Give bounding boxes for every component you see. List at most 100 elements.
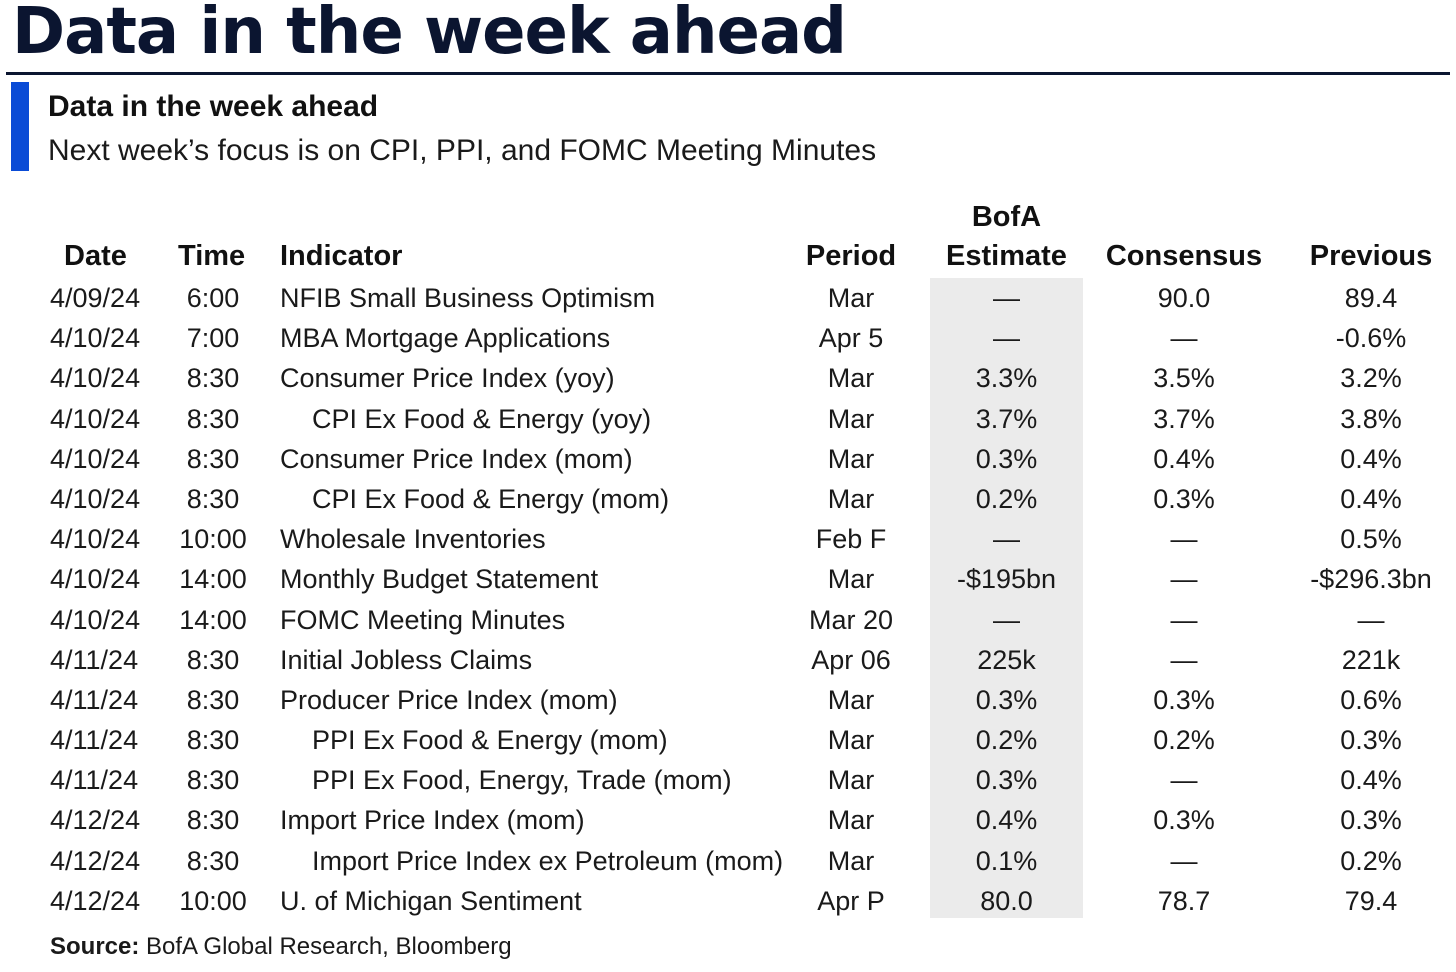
cell-time: 10:00	[179, 885, 247, 916]
section-caption: Next week’s focus is on CPI, PPI, and FO…	[48, 134, 877, 167]
cell-date: 4/09/24	[50, 283, 141, 313]
cell-estimate: 3.7%	[975, 403, 1038, 434]
cell-date: 4/10/24	[50, 403, 141, 434]
source-note: Source: BofA Global Research, Bloomberg	[50, 930, 512, 964]
cell-indicator: Import Price Index ex Petroleum (mom)	[312, 845, 784, 876]
cell-period: Apr 06	[811, 644, 891, 675]
cell-indicator: PPI Ex Food & Energy (mom)	[312, 725, 668, 756]
cell-period: Mar	[827, 363, 875, 394]
cell-time: 8:30	[186, 805, 240, 836]
cell-period: Mar	[827, 564, 875, 595]
cell-consensus: 3.5%	[1153, 363, 1215, 394]
cell-date: 4/10/24	[50, 443, 141, 474]
cell-time: 14:00	[179, 604, 247, 635]
table-row: 4/09/24 6:00 NFIB Small Business Optimism M…	[0, 278, 1456, 318]
source-text: BofA Global Research, Bloomberg	[146, 933, 512, 960]
column-header-previous: Previous	[1309, 240, 1433, 272]
cell-period: Mar	[827, 805, 875, 836]
cell-time: 8:30	[186, 765, 240, 796]
cell-estimate: 225k	[977, 644, 1036, 675]
cell-previous: 0.5%	[1340, 524, 1402, 555]
column-header-indicator: Indicator	[280, 240, 403, 272]
source-label: Source:	[50, 933, 140, 960]
cell-previous: 0.4%	[1340, 443, 1402, 474]
cell-date: 4/10/24	[50, 524, 141, 555]
cell-period: Apr P	[817, 885, 885, 916]
cell-estimate: 0.3%	[975, 443, 1038, 474]
column-header-time: Time	[178, 240, 246, 272]
cell-previous: -$296.3bn	[1310, 564, 1432, 595]
cell-period: Mar	[827, 684, 875, 715]
table-row: 4/10/24 8:30 Consumer Price Index (mom) Mar…	[0, 439, 1456, 479]
cell-date: 4/10/24	[50, 483, 141, 514]
table-row: 4/10/24 14:00 FOMC Meeting Minutes Mar 20 — —…	[0, 600, 1456, 640]
cell-previous: 0.2%	[1340, 845, 1402, 876]
column-header-consensus: Consensus	[1105, 240, 1263, 272]
cell-date: 4/12/24	[50, 845, 141, 876]
cell-previous: —	[1357, 604, 1385, 635]
data-table-body: 4/09/24 6:00 NFIB Small Business Optimism M…	[0, 278, 1456, 921]
cell-period: Mar	[827, 483, 875, 514]
cell-previous: 89.4	[1344, 283, 1398, 313]
table-row: 4/11/24 8:30 PPI Ex Food & Energy (mom) Mar…	[0, 720, 1456, 760]
cell-indicator: PPI Ex Food, Energy, Trade (mom)	[312, 765, 732, 796]
cell-indicator: U. of Michigan Sentiment	[280, 885, 582, 916]
cell-date: 4/12/24	[50, 805, 141, 836]
cell-estimate: —	[993, 323, 1020, 354]
cell-date: 4/11/24	[50, 644, 139, 675]
table-row: 4/11/24 8:30 Initial Jobless Claims Apr 06 2…	[0, 640, 1456, 680]
cell-consensus: 0.3%	[1153, 483, 1215, 514]
cell-indicator: Initial Jobless Claims	[280, 644, 533, 675]
cell-previous: 79.4	[1344, 885, 1398, 916]
cell-date: 4/11/24	[50, 765, 139, 796]
table-row: 4/12/24 8:30 Import Price Index ex Petrole…	[0, 841, 1456, 881]
cell-indicator: NFIB Small Business Optimism	[280, 283, 656, 313]
cell-consensus: —	[1170, 564, 1198, 595]
cell-date: 4/10/24	[50, 564, 141, 595]
cell-period: Mar	[827, 725, 875, 756]
cell-consensus: 3.7%	[1153, 403, 1215, 434]
cell-period: Apr 5	[818, 323, 884, 354]
cell-indicator: CPI Ex Food & Energy (yoy)	[312, 403, 652, 434]
cell-period: Mar	[827, 765, 875, 796]
cell-time: 8:30	[186, 845, 240, 876]
cell-indicator: Consumer Price Index (yoy)	[280, 363, 615, 394]
cell-estimate: —	[993, 524, 1020, 555]
cell-previous: 221k	[1341, 644, 1401, 675]
cell-date: 4/11/24	[50, 725, 139, 756]
cell-period: Feb F	[815, 524, 887, 555]
cell-period: Mar	[827, 403, 875, 434]
table-row: 4/11/24 8:30 PPI Ex Food, Energy, Trade (m…	[0, 760, 1456, 800]
cell-indicator: CPI Ex Food & Energy (mom)	[312, 483, 670, 514]
cell-time: 8:30	[186, 725, 240, 756]
cell-period: Mar	[827, 283, 875, 313]
cell-period: Mar 20	[808, 604, 894, 635]
cell-consensus: 0.2%	[1153, 725, 1215, 756]
column-header-estimate-line2: Estimate	[946, 240, 1067, 272]
cell-consensus: —	[1170, 524, 1198, 555]
cell-date: 4/10/24	[50, 604, 141, 635]
cell-previous: 3.2%	[1340, 363, 1402, 394]
column-header-date: Date	[64, 240, 127, 272]
table-row: 4/10/24 7:00 MBA Mortgage Applications Apr …	[0, 318, 1456, 358]
cell-estimate: 0.4%	[975, 805, 1038, 836]
table-row: 4/10/24 10:00 Wholesale Inventories Feb F — —…	[0, 519, 1456, 559]
cell-estimate: 0.2%	[975, 483, 1038, 514]
cell-indicator: Import Price Index (mom)	[280, 805, 585, 836]
cell-time: 14:00	[179, 564, 247, 595]
table-row: 4/10/24 14:00 Monthly Budget Statement Mar -…	[0, 559, 1456, 599]
cell-time: 8:30	[186, 403, 240, 434]
cell-estimate: —	[993, 604, 1020, 635]
cell-consensus: —	[1170, 644, 1198, 675]
cell-time: 8:30	[186, 684, 240, 715]
cell-consensus: —	[1170, 323, 1198, 354]
cell-previous: 3.8%	[1340, 403, 1402, 434]
cell-consensus: 0.4%	[1153, 443, 1215, 474]
cell-date: 4/10/24	[50, 323, 141, 354]
cell-estimate: 0.1%	[975, 845, 1038, 876]
cell-indicator: Monthly Budget Statement	[280, 564, 599, 595]
cell-time: 6:00	[186, 283, 240, 313]
cell-consensus: 78.7	[1157, 885, 1211, 916]
cell-time: 8:30	[186, 483, 240, 514]
cell-previous: 0.3%	[1340, 725, 1402, 756]
